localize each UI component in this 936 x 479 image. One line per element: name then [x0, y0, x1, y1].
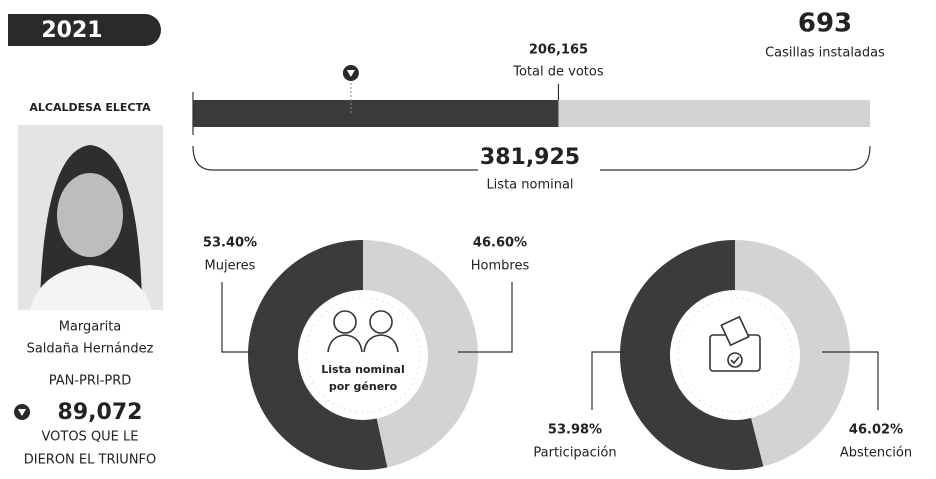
- slice-label: Hombres: [471, 259, 530, 274]
- center-label: Lista nominal: [321, 363, 404, 376]
- votes-value: 206,165: [529, 43, 588, 58]
- slice-label: Abstención: [840, 446, 912, 461]
- candidate-name: Saldaña Hernández: [27, 342, 154, 357]
- range-bracket: [193, 146, 478, 170]
- candidate-name: Margarita: [59, 320, 122, 335]
- casillas-value: 693: [798, 9, 852, 39]
- center-label: por género: [329, 380, 398, 393]
- slice-label: Participación: [533, 446, 616, 461]
- role: ALCALDESA ELECTA: [29, 101, 151, 114]
- year: 2021: [41, 18, 102, 43]
- candidate-votes: 89,072: [58, 400, 143, 425]
- people-icon: [328, 311, 398, 352]
- slice-value: 53.98%: [548, 423, 602, 438]
- range-bracket: [600, 146, 870, 170]
- pie-slice: [363, 240, 478, 467]
- total-label: Lista nominal: [486, 178, 573, 193]
- infographic: 2021 693 Casillas instaladas ALCALDESA E…: [0, 0, 936, 479]
- slice-value: 46.02%: [849, 423, 903, 438]
- slice-value: 46.60%: [473, 236, 527, 251]
- inner-ring: [306, 298, 420, 412]
- total-value: 381,925: [480, 145, 580, 170]
- slice-value: 53.40%: [203, 236, 257, 251]
- votes-label: Total de votos: [512, 65, 604, 80]
- votes-caption: DIERON EL TRIUNFO: [24, 453, 157, 468]
- party: PAN-PRI-PRD: [49, 374, 132, 389]
- ballot-icon: [710, 317, 760, 371]
- inner-ring: [678, 298, 792, 412]
- photo: [18, 125, 163, 310]
- bar-votes: [193, 100, 558, 127]
- casillas-label: Casillas instaladas: [765, 46, 885, 61]
- slice-label: Mujeres: [205, 259, 256, 274]
- votes-caption: VOTOS QUE LE: [41, 430, 138, 445]
